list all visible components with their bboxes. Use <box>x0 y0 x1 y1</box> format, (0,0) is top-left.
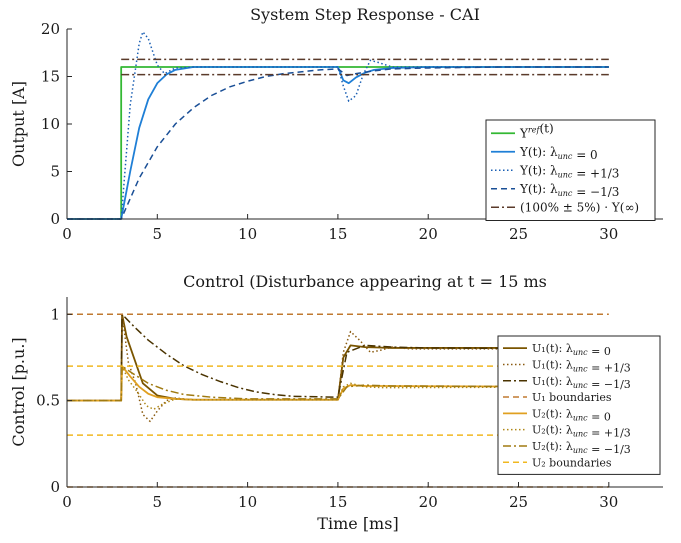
legend-text-part: U₂(t): λ <box>532 424 573 437</box>
series-line <box>67 365 609 402</box>
y-tick-label: 10 <box>41 115 60 133</box>
legend-text-part: = +1/3 <box>572 166 619 180</box>
legend-box <box>485 119 656 221</box>
legend-text-script: unc <box>573 446 588 455</box>
x-tick-label: 15 <box>328 225 347 243</box>
y-tick-label: 0 <box>50 210 60 228</box>
legend-entry: U₁(t): λunc = −1/3 <box>532 375 631 391</box>
x-tick-label: 10 <box>238 225 257 243</box>
series-group <box>67 31 609 220</box>
chart-title: Control (Disturbance appearing at t = 15… <box>183 272 547 291</box>
legend: U₁(t): λunc = 0U₁(t): λunc = +1/3U₁(t): … <box>497 335 661 475</box>
y-tick-label: 15 <box>41 68 60 86</box>
x-tick-label: 25 <box>509 493 528 511</box>
output-chart: System Step Response - CAI 0 5 10 15 20 25 30 0 5… <box>9 5 663 243</box>
series-line <box>67 365 609 402</box>
legend-text-part: (t) <box>539 121 553 135</box>
y-tick-label: 20 <box>41 20 60 38</box>
chart-title: System Step Response - CAI <box>250 5 480 24</box>
x-tick-label: 15 <box>328 493 347 511</box>
legend-text-script: unc <box>558 189 573 198</box>
legend-text-part: = +1/3 <box>588 361 631 374</box>
x-tick-label: 10 <box>238 493 257 511</box>
legend-entry: U₁(t): λunc = 0 <box>532 342 611 358</box>
legend-entry: U₂(t): λunc = −1/3 <box>532 440 631 456</box>
legend-entry: Yref(t) <box>519 121 554 140</box>
legend-entry: Y(t): λunc = +1/3 <box>519 163 619 180</box>
legend-text-part: Y <box>519 126 529 140</box>
x-tick-label: 30 <box>599 225 618 243</box>
legend-text-part: U₁ boundaries <box>532 391 612 404</box>
x-tick-label: 5 <box>153 493 163 511</box>
legend-text-part: = 0 <box>572 148 597 162</box>
legend-text-part: U₁(t): λ <box>532 358 573 371</box>
legend-box <box>497 335 661 475</box>
legend-text-part: U₂(t): λ <box>532 440 573 453</box>
legend-entry: (100% ± 5%) · Y(∞) <box>520 200 639 214</box>
legend-entry: U₂ boundaries <box>532 456 612 469</box>
x-tick-label: 0 <box>62 225 72 243</box>
legend-entry: Y(t): λunc = 0 <box>519 145 598 162</box>
legend-text-part: = −1/3 <box>588 443 631 456</box>
legend-text-part: = −1/3 <box>588 378 631 391</box>
legend-text-script: unc <box>573 364 588 373</box>
legend-entry: Y(t): λunc = −1/3 <box>519 182 619 199</box>
legend-text-script: unc <box>573 381 588 390</box>
series-line <box>67 365 609 411</box>
x-tick-label: 0 <box>62 493 72 511</box>
legend-text-part: Y(t): λ <box>519 182 558 196</box>
legend-text-part: = +1/3 <box>588 427 631 440</box>
x-tick-label: 25 <box>509 225 528 243</box>
legend-text-part: (100% ± 5%) · Y(∞) <box>520 200 639 214</box>
legend-text-script: unc <box>573 430 588 439</box>
legend-text-part: Y(t): λ <box>519 163 558 177</box>
y-tick-label: 0 <box>50 478 60 496</box>
series-line <box>67 66 609 220</box>
legend-text-part: U₁(t): λ <box>532 375 573 388</box>
y-axis-label: Control [p.u.] <box>9 337 28 446</box>
x-axis-label: Time [ms] <box>317 514 398 533</box>
x-tick-label: 30 <box>599 493 618 511</box>
legend-text-part: U₁(t): λ <box>532 342 573 355</box>
legend-entry: U₂(t): λunc = +1/3 <box>532 424 631 440</box>
legend-text-script: unc <box>573 348 588 357</box>
y-tick-label: 1 <box>50 305 60 323</box>
legend-entry: U₁ boundaries <box>532 391 612 404</box>
legend-entry: U₁(t): λunc = +1/3 <box>532 358 631 374</box>
legend-text-part: Y(t): λ <box>519 145 558 159</box>
legend-text-part: U₂ boundaries <box>532 456 612 469</box>
series-line <box>67 31 609 220</box>
legend-text-part: = −1/3 <box>572 185 619 199</box>
y-tick-label: 0.5 <box>36 392 60 410</box>
legend-text-script: ref <box>528 125 542 134</box>
legend: Yref(t)Y(t): λunc = 0Y(t): λunc = +1/3Y(… <box>485 119 656 221</box>
legend-text-script: unc <box>558 152 573 161</box>
control-chart: Control (Disturbance appearing at t = 15… <box>9 272 663 533</box>
y-axis-label: Output [A] <box>9 81 28 167</box>
x-tick-label: 20 <box>419 225 438 243</box>
x-tick-label: 5 <box>153 225 163 243</box>
y-tick-label: 5 <box>50 163 60 181</box>
legend-text-script: unc <box>573 413 588 422</box>
legend-entry: U₂(t): λunc = 0 <box>532 407 611 423</box>
legend-text-part: = 0 <box>588 410 611 423</box>
legend-text-part: U₂(t): λ <box>532 407 573 420</box>
x-tick-label: 20 <box>419 493 438 511</box>
legend-text-part: = 0 <box>588 345 611 358</box>
legend-text-script: unc <box>558 170 573 179</box>
